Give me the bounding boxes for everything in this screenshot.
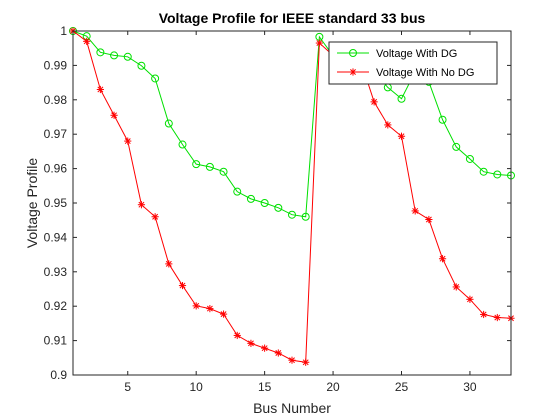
data-point <box>123 52 132 61</box>
data-point <box>466 295 474 303</box>
data-point <box>438 255 447 263</box>
y-tick-label: 0.93 <box>44 265 68 279</box>
data-point <box>205 162 214 171</box>
data-point <box>260 199 269 207</box>
y-tick-label: 1 <box>60 24 67 38</box>
data-point <box>397 132 406 140</box>
data-point <box>438 115 447 124</box>
data-point <box>288 210 296 219</box>
series-with-dg <box>69 27 515 221</box>
data-point <box>246 194 255 203</box>
data-point <box>151 74 160 83</box>
legend: Voltage With DG Voltage With No DG <box>328 41 498 85</box>
data-point <box>233 331 241 340</box>
data-point <box>397 94 406 103</box>
data-point <box>493 313 501 322</box>
legend-label: Voltage With DG <box>376 48 457 60</box>
data-point <box>137 61 146 70</box>
data-point <box>137 201 146 209</box>
data-point <box>274 349 282 357</box>
data-point <box>192 302 200 310</box>
legend-marker <box>349 68 357 76</box>
data-point <box>124 137 132 145</box>
data-point <box>425 215 433 224</box>
x-tick-label: 5 <box>124 380 131 394</box>
data-point <box>465 154 474 163</box>
data-point <box>96 85 104 94</box>
y-tick-label: 0.97 <box>44 127 68 141</box>
data-point <box>452 283 460 291</box>
y-tick-label: 0.95 <box>44 196 68 210</box>
legend-label: Voltage With No DG <box>376 67 474 79</box>
data-point <box>384 121 392 129</box>
y-tick-label: 0.98 <box>44 93 68 107</box>
chart-title: Voltage Profile for IEEE standard 33 bus <box>159 10 426 26</box>
y-tick-label: 0.91 <box>44 334 68 348</box>
data-point <box>479 167 488 176</box>
y-axis-label: Voltage Profile <box>24 158 40 248</box>
data-point <box>164 119 173 128</box>
data-point <box>370 98 378 106</box>
data-point <box>288 356 296 364</box>
data-point <box>192 160 201 169</box>
data-point <box>493 170 502 179</box>
legend-marker <box>349 49 357 57</box>
data-point <box>178 281 187 290</box>
data-point <box>219 167 228 176</box>
data-point <box>411 207 419 215</box>
ticks-layer: 5 10 15 20 25 30 0.9 0.91 0.92 0.93 0.94 0.95 0.96 0.… <box>44 24 511 394</box>
data-point <box>165 260 173 268</box>
data-point <box>233 187 242 196</box>
data-point <box>261 344 269 352</box>
data-point <box>247 339 255 347</box>
y-tick-label: 0.99 <box>44 58 68 72</box>
data-point <box>83 37 91 45</box>
x-tick-label: 10 <box>190 380 204 394</box>
data-point <box>110 111 118 119</box>
data-point <box>302 358 310 366</box>
x-axis-label: Bus Number <box>253 400 331 416</box>
data-point <box>452 142 461 151</box>
plot-area <box>73 31 511 375</box>
data-point <box>151 213 159 221</box>
legend-item-no-dg: Voltage With No DG <box>337 67 474 79</box>
y-tick-label: 0.92 <box>44 299 68 313</box>
data-point <box>96 48 105 57</box>
data-point <box>219 310 228 318</box>
y-tick-label: 0.9 <box>50 368 67 382</box>
legend-item-with-dg: Voltage With DG <box>337 48 457 60</box>
y-tick-label: 0.94 <box>44 230 68 244</box>
data-point <box>315 39 323 47</box>
x-tick-label: 25 <box>395 380 409 394</box>
data-point <box>178 140 187 149</box>
data-point <box>274 203 283 212</box>
legend-box <box>328 41 498 85</box>
x-tick-label: 15 <box>258 380 272 394</box>
data-point <box>480 310 488 319</box>
series-line <box>72 30 512 218</box>
data-point <box>206 305 214 313</box>
data-point <box>110 51 119 60</box>
x-tick-label: 30 <box>463 380 477 394</box>
x-tick-label: 20 <box>326 380 340 394</box>
data-point <box>301 212 310 221</box>
y-tick-label: 0.96 <box>44 162 68 176</box>
